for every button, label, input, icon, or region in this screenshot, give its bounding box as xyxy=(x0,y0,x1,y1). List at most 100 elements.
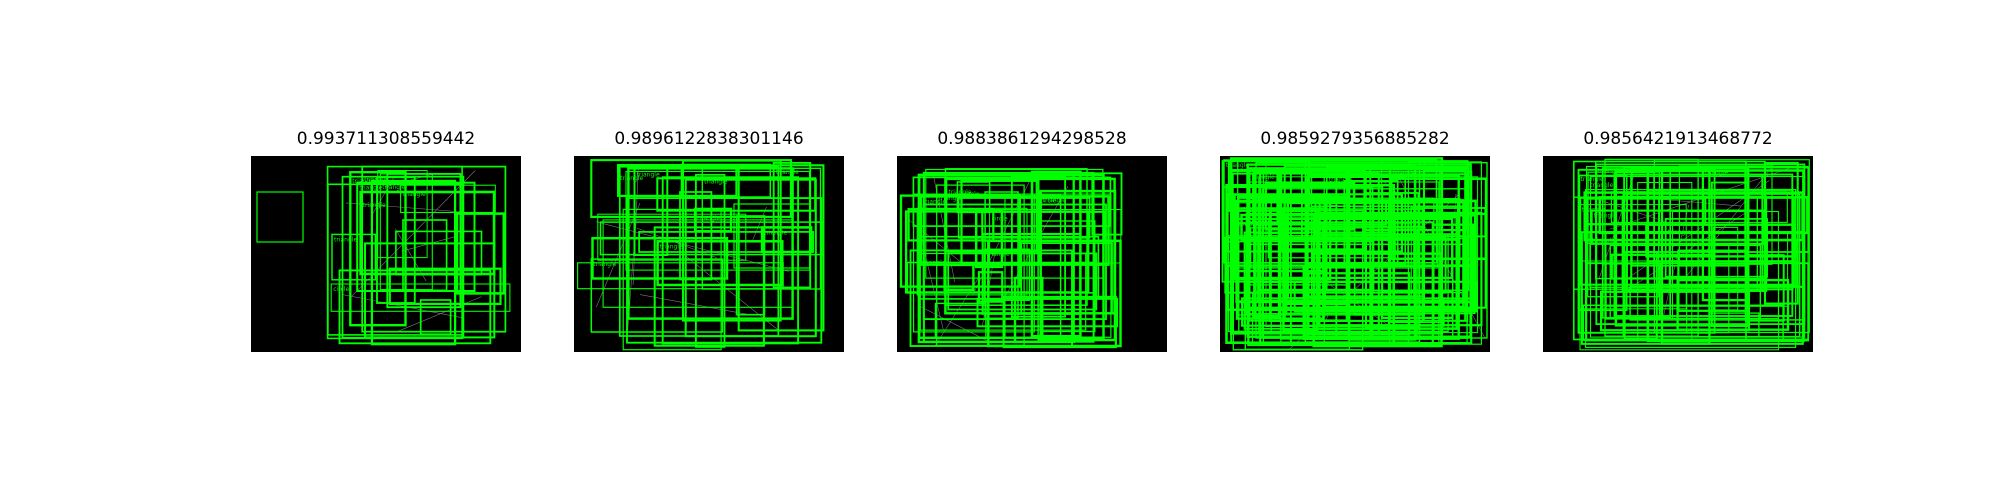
box-class-label: triangle xyxy=(363,202,386,209)
shape-edge xyxy=(595,221,789,272)
bounding-box xyxy=(1230,168,1292,344)
bounding-box xyxy=(331,233,377,281)
bounding-box xyxy=(597,213,747,261)
box-class-label: triangle xyxy=(987,251,1010,258)
detection-image: circle circle circle triangle triangle triang… xyxy=(897,156,1167,352)
detection-image: triangle triangle triangle triangle triangle… xyxy=(1220,156,1490,352)
bounding-box xyxy=(1712,226,1739,311)
box-class-label: triangle xyxy=(923,198,946,205)
bounding-box xyxy=(925,168,1104,279)
shape-edge xyxy=(395,296,482,333)
bounding-box xyxy=(1582,304,1784,341)
box-class-label: triangle xyxy=(922,260,945,267)
panel-score-title: 0.9883861294298528 xyxy=(937,129,1127,149)
bounding-box xyxy=(947,252,1098,311)
panel-score-title: 0.9856421913468772 xyxy=(1583,129,1773,149)
box-class-label: triangle xyxy=(1393,170,1416,177)
bounding-box xyxy=(370,179,457,346)
box-class-label: triangle xyxy=(389,180,412,187)
bounding-box xyxy=(1407,161,1482,345)
bounding-box xyxy=(402,219,448,292)
box-class-label: triangle xyxy=(364,177,387,184)
panel-4: 0.9859279356885282 triangle triangle trian… xyxy=(1220,126,1490,354)
bounding-box xyxy=(684,178,817,338)
shape-edge xyxy=(1319,277,1400,333)
bounding-box xyxy=(1610,191,1788,223)
detection-boxes: triangletriangletriangletriangletriangle… xyxy=(577,159,825,351)
bounding-box xyxy=(1221,160,1469,283)
bounding-box xyxy=(1257,198,1375,292)
box-class-label: triangle xyxy=(1592,238,1615,245)
shape-edge xyxy=(395,228,427,281)
bounding-box xyxy=(419,299,452,336)
bounding-box xyxy=(577,262,784,290)
box-class-label: triangle xyxy=(1329,177,1352,184)
box-class-label: circle xyxy=(992,216,1008,223)
box-class-label: triangle xyxy=(939,195,962,202)
bounding-box xyxy=(974,208,1004,269)
box-class-label: triangle xyxy=(1598,168,1621,175)
box-class-label: triangle xyxy=(1581,176,1604,183)
box-class-label: triangle xyxy=(1582,207,1605,214)
bounding-box xyxy=(694,173,726,348)
bounding-box xyxy=(1653,159,1810,334)
box-class-label: triangle xyxy=(382,184,405,191)
bounding-box xyxy=(679,191,713,281)
bounding-box xyxy=(1622,193,1801,338)
box-class-label: triangle xyxy=(776,169,799,176)
box-class-label: triangle xyxy=(1594,213,1617,220)
panel-2: 0.9896122838301146 triangle triangle trian… xyxy=(574,126,844,354)
bounding-box xyxy=(395,230,483,276)
bounding-box xyxy=(1353,218,1416,316)
box-class-label: triangle xyxy=(1590,182,1613,189)
bounding-box xyxy=(680,163,772,198)
bounding-box xyxy=(943,263,975,292)
box-class-label: triangle xyxy=(620,175,643,182)
bounding-box xyxy=(1232,210,1364,351)
box-class-label: triangle xyxy=(704,178,727,185)
bounding-box xyxy=(627,167,794,320)
bounding-box xyxy=(1660,168,1711,345)
bounding-box xyxy=(388,267,502,305)
box-class-label: triangle xyxy=(637,171,660,178)
bounding-box xyxy=(1246,163,1472,338)
bounding-box xyxy=(1254,185,1384,294)
panel-score-title: 0.9896122838301146 xyxy=(614,129,804,149)
bounding-box xyxy=(916,207,1028,296)
box-class-label: triangle xyxy=(697,215,720,222)
box-class-label: triangle xyxy=(1226,162,1249,169)
bounding-box xyxy=(638,231,814,253)
panel-5: 0.9856421913468772 triangle triangle trian… xyxy=(1543,126,1813,354)
panel-1: 0.993711308559442 circle triangle triangle… xyxy=(251,126,521,354)
box-class-label: triangle xyxy=(334,236,357,243)
box-class-label: triangle xyxy=(1238,221,1261,228)
bounding-box xyxy=(1261,188,1468,339)
detection-boxes: triangletriangletriangletriangletriangle… xyxy=(1572,158,1810,351)
box-class-label: triangle xyxy=(1668,229,1691,236)
bounding-box xyxy=(907,208,995,242)
box-class-label: triangle xyxy=(1705,170,1728,177)
bounding-box xyxy=(1283,164,1348,306)
box-class-label: triangle xyxy=(948,189,971,196)
box-class-label: triangle xyxy=(764,229,787,236)
bounding-box xyxy=(1584,189,1797,348)
bounding-box xyxy=(590,159,792,218)
box-class-label: triangle xyxy=(1252,174,1275,181)
box-class-label: triangle xyxy=(1321,223,1344,230)
box-class-label: triangle xyxy=(352,178,375,185)
shape-edge xyxy=(632,165,639,286)
bounding-box xyxy=(934,302,987,340)
detection-boxes: circletriangletriangletriangletriangletr… xyxy=(256,165,511,346)
bounding-box xyxy=(364,242,496,339)
bounding-box xyxy=(1590,209,1766,245)
bounding-box xyxy=(1279,167,1390,340)
bounding-box xyxy=(960,179,1040,265)
box-class-label: triangle xyxy=(1043,197,1066,204)
bounding-box xyxy=(1598,196,1809,235)
bounding-box xyxy=(1248,181,1440,346)
bounding-box xyxy=(661,176,800,345)
bounding-box xyxy=(1677,249,1748,312)
box-class-label: triangle xyxy=(593,261,616,268)
